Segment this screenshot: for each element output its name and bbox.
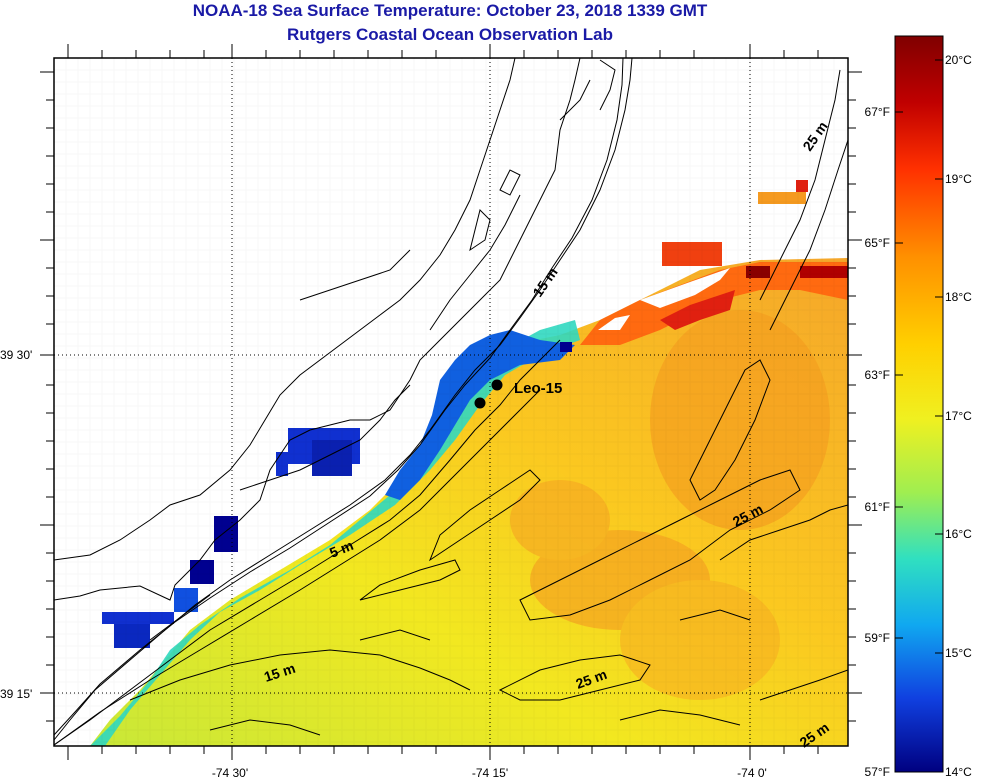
graticule — [54, 58, 848, 746]
contour-25m-ridge — [519, 469, 801, 621]
colorbar-celsius-ticks — [895, 59, 943, 654]
shoal-contour — [469, 59, 616, 252]
leo15-node-marker — [491, 379, 503, 391]
left-ticks — [40, 71, 54, 722]
contour-5m — [54, 339, 561, 746]
celsius-tick-label: 20°C — [945, 53, 972, 67]
celsius-tick-label: 18°C — [945, 290, 972, 304]
fahrenheit-tick-label: 59°F — [865, 631, 890, 645]
colorbar: 20°C 19°C 18°C 17°C 16°C 15°C 14°C 67°F … — [865, 35, 972, 779]
barrier-island-inner — [54, 58, 624, 736]
celsius-tick-marks — [935, 59, 943, 654]
lon-tick-label: -74 30' — [212, 766, 248, 780]
station-label-leo15: Leo-15 — [514, 380, 562, 397]
lat-tick-label: 39 15' — [0, 687, 32, 701]
lon-tick-label: -74 15' — [472, 766, 508, 780]
celsius-tick-label: 19°C — [945, 172, 972, 186]
latitude-labels: 39 30' 39 15' — [0, 348, 32, 701]
contour-25m-ridge — [359, 559, 461, 601]
bay-islands — [149, 194, 521, 641]
map-subtitle: Rutgers Coastal Ocean Observation Lab — [287, 25, 613, 44]
coastline — [54, 58, 633, 741]
leo15-node-marker — [474, 397, 486, 409]
coastline-main — [54, 58, 581, 601]
station-markers — [474, 379, 503, 409]
fahrenheit-tick-label: 67°F — [865, 105, 890, 119]
bottom-ticks — [67, 746, 819, 760]
contour-misc — [209, 609, 751, 736]
celsius-tick-label: 15°C — [945, 646, 972, 660]
contour-25m-northeast — [759, 69, 848, 331]
contour-25m-ridge — [498, 654, 651, 701]
celsius-tick-label: 17°C — [945, 409, 972, 423]
bathymetry-contours — [54, 69, 848, 746]
mainland-shore — [54, 58, 516, 561]
contour-25m-ridge — [689, 359, 771, 501]
fahrenheit-tick-label: 65°F — [865, 236, 890, 250]
contour-25m-east — [719, 504, 848, 701]
contour-15m-south — [129, 649, 471, 701]
map-border — [53, 57, 849, 747]
fahrenheit-tick-label: 57°F — [865, 765, 890, 779]
contour-25m-ridge — [428, 469, 541, 562]
fahrenheit-tick-label: 63°F — [865, 368, 890, 382]
lon-tick-label: -74 0' — [737, 766, 767, 780]
colorbar-scale — [894, 35, 944, 773]
right-ticks — [848, 71, 862, 722]
fahrenheit-tick-marks — [895, 111, 903, 639]
contour-15m-shelf — [54, 389, 541, 746]
fahrenheit-tick-label: 61°F — [865, 500, 890, 514]
celsius-tick-label: 16°C — [945, 527, 972, 541]
celsius-tick-label: 14°C — [945, 765, 972, 779]
lat-tick-label: 39 30' — [0, 348, 32, 362]
map-area — [54, 58, 848, 746]
longitude-labels: -74 30' -74 15' -74 0' — [212, 766, 767, 780]
top-ticks — [67, 44, 819, 58]
map-title: NOAA-18 Sea Surface Temperature: October… — [192, 1, 708, 20]
map-ticks — [40, 44, 862, 760]
